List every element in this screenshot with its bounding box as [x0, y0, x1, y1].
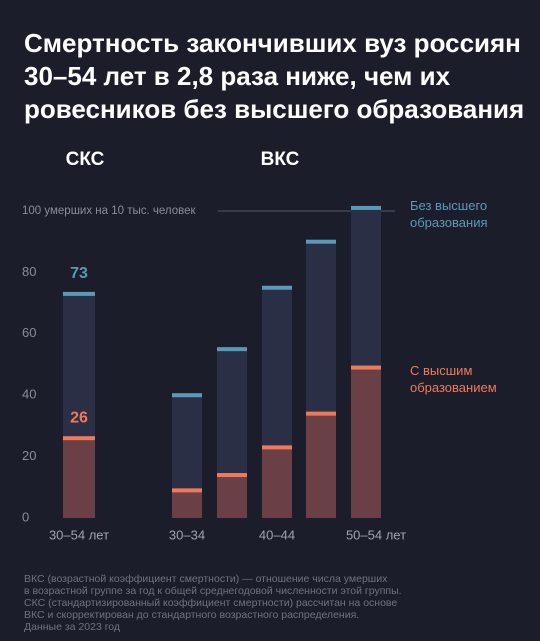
panel-title: СКС: [66, 149, 105, 170]
bar: [306, 413, 336, 518]
y-tick-label: 60: [22, 325, 36, 340]
bar-cap: [172, 488, 202, 493]
title-line: Смертность закончивших вуз россиян: [24, 28, 521, 58]
x-tick-label: 50–54 лет: [346, 527, 406, 542]
footnote: ВКС (возрастной коэффициент смертности) …: [24, 573, 388, 585]
x-tick-label: 40–44: [259, 527, 295, 542]
bar: [63, 438, 95, 518]
title-line: ровесников без высшего образования: [24, 94, 524, 124]
x-tick-label: 30–34: [169, 527, 205, 542]
bar-cap: [63, 436, 95, 441]
y-tick-label: 40: [22, 387, 36, 402]
bar: [351, 367, 381, 518]
bar-cap: [172, 393, 202, 398]
y-tick-label: 20: [22, 448, 36, 463]
bar-cap: [217, 347, 247, 352]
panel-title: ВКС: [261, 149, 300, 170]
legend-entry: Без высшего образования: [410, 198, 488, 230]
x-tick-label: 30–54 лет: [49, 527, 109, 542]
data-label: 73: [70, 265, 88, 282]
bar-cap: [262, 285, 292, 290]
bar-cap: [217, 473, 247, 478]
footnote: Данные за 2023 год: [24, 621, 120, 633]
bar: [262, 447, 292, 518]
footnote: ВКС и скорректирован до стандартного воз…: [24, 609, 359, 621]
bar-cap: [306, 239, 336, 244]
y-tick-label: 100 умерших на 10 тыс. человек: [22, 205, 197, 217]
footnote: в возрастной группе за год к общей средн…: [24, 585, 402, 597]
bar-cap: [262, 445, 292, 450]
legend-entry: С высшим образованием: [410, 363, 497, 395]
title-line: 30–54 лет в 2,8 раза ниже, чем их: [24, 61, 451, 91]
footnote: СКС (стандартизированный коэффициент сме…: [24, 597, 397, 609]
bar-cap: [63, 291, 95, 296]
bar: [217, 475, 247, 518]
bar: [172, 490, 202, 518]
data-label: 26: [70, 409, 88, 426]
bar-cap: [351, 365, 381, 370]
bar-cap: [306, 411, 336, 416]
bar-cap: [351, 205, 381, 210]
y-tick-label: 80: [22, 264, 36, 279]
y-tick-label: 0: [22, 509, 29, 524]
